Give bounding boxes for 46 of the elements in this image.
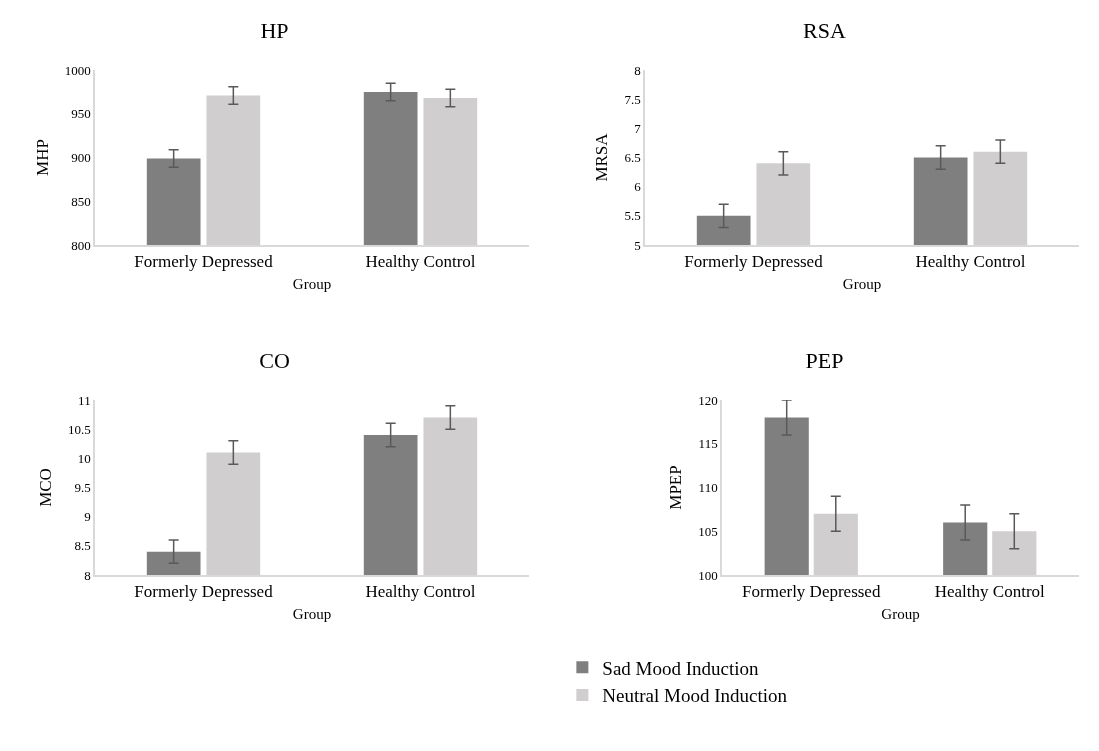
y-tick-label: 110 [698,480,718,496]
y-tick-label: 120 [698,392,718,408]
chart-title: RSA [803,17,847,43]
y-tick-label: 9.5 [74,480,91,496]
chart-title: CO [259,347,290,373]
y-tick-label: 115 [698,436,718,452]
y-tick-label: 10.5 [67,421,91,437]
legend-label: Neutral Mood Induction [602,685,788,707]
x-axis-title: Group [881,605,920,622]
y-tick-label: 6.5 [624,150,641,166]
x-tick-label: Healthy Control [934,582,1046,602]
y-tick-label: 950 [71,106,91,122]
x-tick-label: Healthy Control [365,252,476,272]
x-axis-title: Group [842,275,882,292]
y-tick-label: 6 [634,179,642,195]
y-tick-label: 850 [71,193,91,209]
y-tick-label: 9 [84,509,91,525]
y-tick-label: 5.5 [624,208,641,224]
x-tick-label: Formerly Depressed [134,582,274,602]
y-axis-title: MHP [32,139,52,176]
y-tick-label: 100 [698,567,718,583]
x-tick-label: Formerly Depressed [684,252,824,272]
x-tick-label: Healthy Control [915,252,1026,272]
x-axis-title: Group [292,275,332,292]
y-tick-label: 8 [84,567,91,583]
chart-title: PEP [805,347,844,373]
y-tick-label: 900 [71,150,91,166]
x-tick-label: Formerly Depressed [134,252,274,272]
y-axis-title: MPEP [666,465,686,510]
y-tick-label: 105 [698,523,718,539]
y-tick-label: 8.5 [74,538,91,554]
legend-label: Sad Mood Induction [602,657,760,679]
x-axis-title: Group [292,605,332,622]
y-axis-title: MRSA [592,132,612,182]
y-tick-label: 7 [634,120,642,136]
x-tick-label: Formerly Depressed [742,582,881,602]
y-axis-title: MCO [35,468,55,507]
y-tick-label: 1000 [64,62,91,78]
x-tick-label: Healthy Control [365,582,476,602]
y-tick-label: 10 [77,450,91,466]
y-tick-label: 11 [78,392,91,408]
y-tick-label: 5 [634,237,641,253]
y-tick-label: 800 [71,237,91,253]
y-tick-label: 7.5 [624,91,641,107]
chart-title: HP [260,17,289,43]
y-tick-label: 8 [634,62,641,78]
